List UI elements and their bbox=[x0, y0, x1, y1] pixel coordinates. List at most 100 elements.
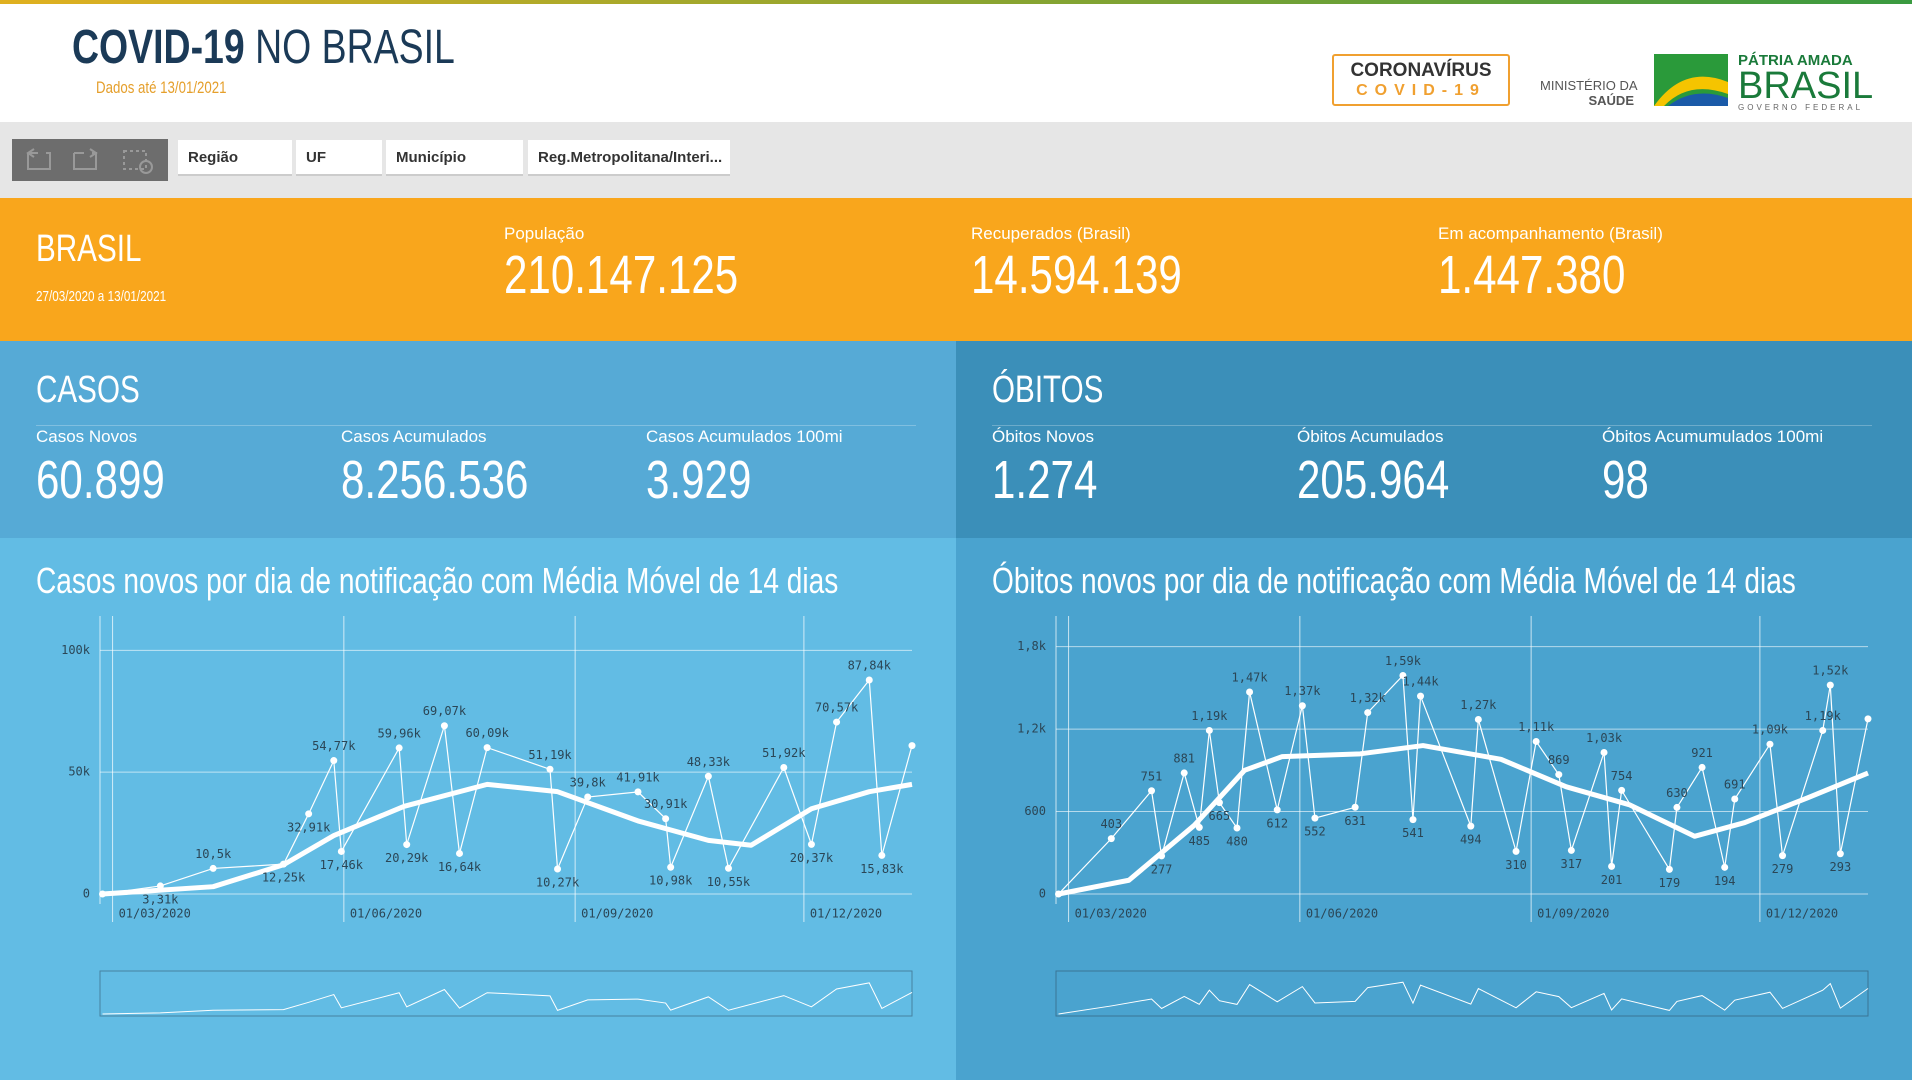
data-label: 1,32k bbox=[1350, 691, 1387, 705]
chart-panel: Casos novos por dia de notificação com M… bbox=[0, 538, 956, 1080]
page-title: COVID-19 NO BRASIL bbox=[72, 21, 455, 74]
daily-point bbox=[1608, 862, 1616, 870]
daily-point bbox=[833, 718, 841, 726]
navigator-line bbox=[1058, 981, 1869, 1015]
data-label: 494 bbox=[1460, 833, 1482, 847]
data-label: 403 bbox=[1100, 817, 1122, 831]
daily-point bbox=[1417, 692, 1425, 700]
data-label: 1,52k bbox=[1812, 664, 1849, 678]
data-label: 1,47k bbox=[1232, 670, 1269, 684]
stat-value: 205.964 bbox=[1297, 450, 1450, 510]
data-label: 60,09k bbox=[465, 726, 509, 740]
x-tick-label: 01/12/2020 bbox=[1766, 907, 1838, 921]
stats-panel: CASOS Casos Novos 60.899 Casos Acumulados 8.… bbox=[0, 341, 956, 538]
daily-point bbox=[99, 890, 107, 898]
logo-text: COVID-19 bbox=[1356, 82, 1486, 99]
x-tick-label: 01/09/2020 bbox=[581, 907, 653, 921]
stat-label: População bbox=[504, 224, 585, 243]
navigator-line bbox=[102, 982, 913, 1015]
daily-point bbox=[1618, 786, 1626, 794]
data-label: 1,11k bbox=[1518, 720, 1555, 734]
daily-point bbox=[280, 860, 288, 868]
summary-band: BRASIL 27/03/2020 a 13/01/2021 População… bbox=[0, 198, 1912, 341]
daily-point bbox=[780, 764, 788, 772]
daily-point bbox=[337, 847, 345, 855]
filter[interactable]: UF bbox=[296, 140, 382, 176]
stat-label: Recuperados (Brasil) bbox=[971, 224, 1131, 243]
data-label: 194 bbox=[1714, 874, 1736, 888]
data-label: 691 bbox=[1724, 778, 1746, 792]
data-label: 51,19k bbox=[528, 748, 572, 762]
data-label: 10,55k bbox=[707, 875, 751, 889]
data-label: 541 bbox=[1402, 826, 1424, 840]
panel-title: ÓBITOS bbox=[992, 369, 1104, 411]
period: 27/03/2020 a 13/01/2021 bbox=[36, 288, 167, 305]
data-label: 1,09k bbox=[1752, 723, 1789, 737]
stat-label: Óbitos Novos bbox=[992, 427, 1095, 446]
data-label: 69,07k bbox=[423, 704, 467, 718]
stat-value: 98 bbox=[1602, 450, 1649, 510]
data-label: 1,44k bbox=[1402, 675, 1439, 689]
daily-point bbox=[209, 864, 217, 872]
stat-value: 210.147.125 bbox=[504, 245, 739, 305]
y-tick-label: 100k bbox=[61, 643, 91, 657]
data-label: 10,5k bbox=[195, 847, 232, 861]
daily-point bbox=[1351, 803, 1359, 811]
top-border bbox=[0, 0, 1912, 4]
data-label: 869 bbox=[1548, 753, 1570, 767]
filter[interactable]: Município bbox=[386, 140, 523, 176]
daily-point bbox=[1055, 890, 1063, 898]
data-label: 87,84k bbox=[848, 658, 892, 672]
data-label: 17,46k bbox=[320, 858, 364, 872]
y-tick-label: 0 bbox=[83, 887, 90, 901]
daily-line bbox=[1058, 674, 1869, 895]
data-label: 881 bbox=[1173, 751, 1195, 765]
data-label: 12,25k bbox=[262, 871, 306, 885]
daily-point bbox=[1567, 846, 1575, 854]
y-tick-label: 1,8k bbox=[1017, 639, 1047, 653]
daily-point bbox=[455, 849, 463, 857]
daily-point bbox=[1158, 852, 1166, 860]
data-label: 1,37k bbox=[1284, 684, 1321, 698]
daily-point bbox=[1766, 740, 1774, 748]
data-label: 1,03k bbox=[1586, 731, 1623, 745]
chart-title: Casos novos por dia de notificação com M… bbox=[36, 560, 839, 601]
daily-point bbox=[1721, 863, 1729, 871]
data-label: 10,98k bbox=[649, 874, 693, 888]
daily-point bbox=[1826, 681, 1834, 689]
x-tick-label: 01/06/2020 bbox=[1306, 907, 1378, 921]
daily-point bbox=[667, 863, 675, 871]
daily-point bbox=[1233, 824, 1241, 832]
navigator bbox=[99, 970, 913, 1017]
data-label: 751 bbox=[1141, 769, 1163, 783]
data-label: 665 bbox=[1209, 809, 1231, 823]
filter[interactable]: Reg.Metropolitana/Interi... bbox=[528, 140, 730, 176]
daily-point bbox=[1555, 771, 1563, 779]
daily-point bbox=[1273, 806, 1281, 814]
stat-value: 14.594.139 bbox=[971, 245, 1182, 305]
daily-point bbox=[1836, 850, 1844, 858]
chart-panel: Óbitos novos por dia de notificação com … bbox=[956, 538, 1912, 1080]
filter[interactable]: Região bbox=[178, 140, 292, 176]
data-label: 16,64k bbox=[438, 860, 482, 874]
y-tick-label: 1,2k bbox=[1017, 722, 1047, 736]
stat-label: Casos Acumulados 100mi bbox=[646, 427, 843, 446]
data-label: 20,29k bbox=[385, 851, 429, 865]
daily-point bbox=[724, 864, 732, 872]
data-label: 59,96k bbox=[377, 726, 421, 740]
x-tick-label: 01/03/2020 bbox=[119, 907, 191, 921]
data-label: 754 bbox=[1611, 769, 1633, 783]
chart-title: Óbitos novos por dia de notificação com … bbox=[992, 560, 1796, 601]
daily-point bbox=[1864, 715, 1872, 723]
chart: 0 50k 100k 01/03/2020 01/06/2020 01/09/2020 01… bbox=[61, 616, 916, 1017]
data-label: 39,8k bbox=[570, 776, 607, 790]
chart: 0 600 1,2k 1,8k 01/03/2020 01/06/2020 01/09/20… bbox=[1017, 616, 1872, 1017]
stat-label: Casos Novos bbox=[36, 427, 138, 446]
data-label: 317 bbox=[1561, 857, 1583, 871]
daily-point bbox=[634, 788, 642, 796]
moving-average-line bbox=[102, 781, 913, 897]
logo-text: CORONAVÍRUS bbox=[1350, 60, 1492, 81]
daily-point bbox=[1148, 787, 1156, 795]
daily-point bbox=[1205, 726, 1213, 734]
daily-point bbox=[584, 793, 592, 801]
